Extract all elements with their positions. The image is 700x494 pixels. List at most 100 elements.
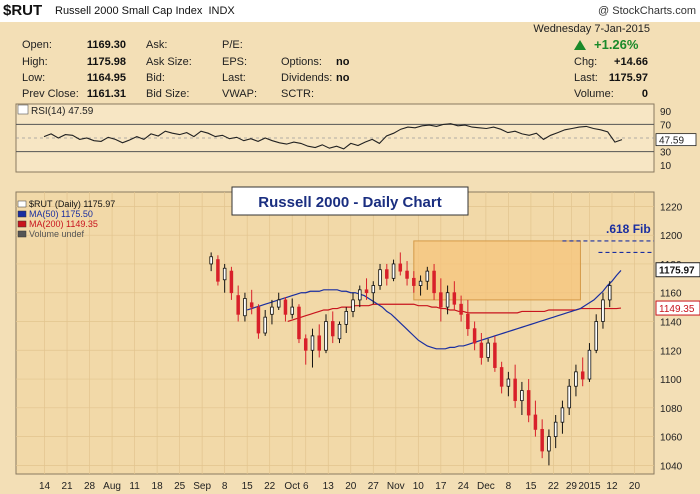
last-label: Last: [574,72,598,84]
exchange-label: INDX [208,5,235,17]
index-title: Russell 2000 Small Cap Index [55,5,203,17]
x-tick-label: 8 [222,481,228,492]
price-label-box [655,300,700,316]
dividends-label: Dividends: [281,72,333,84]
fib-label: .618 Fib [606,222,651,236]
last-label-mid: Last: [222,72,246,84]
x-tick-label: Dec [477,481,495,492]
x-tick-label: Sep [193,481,211,492]
candle-body [526,390,531,416]
candle-body [385,269,389,279]
high-label: High: [22,56,48,68]
options-value: no [336,56,350,68]
candle-body [398,263,403,272]
bid-label: Bid: [146,72,165,84]
price-tick-label: 1100 [660,375,682,386]
candle-body [391,263,396,279]
price-tick-label: 1060 [660,433,683,444]
x-tick-label: 22 [548,481,560,492]
candle-body [344,311,349,325]
price-label: 1149.35 [659,304,695,315]
legend-swatch [17,200,27,208]
candle-body [290,306,294,315]
legend-swatch [17,220,27,228]
candle-body [358,289,362,301]
source-label[interactable]: @ StockCharts.com [598,5,696,17]
candle-body [472,328,477,344]
x-tick-label: 14 [39,481,51,492]
rsi-tick-label: 30 [660,148,672,159]
price-label: 1175.97 [659,266,695,277]
x-tick-label: 20 [629,481,641,492]
legend-swatch [17,230,27,238]
candle-body [256,306,261,334]
x-tick-label: Nov [387,481,405,492]
legend-entry: Volume undef [29,229,85,239]
chart-header: $RUT Russell 2000 Small Cap Index INDX @… [0,0,700,22]
candle-body [263,316,267,334]
ask-size-label: Ask Size: [146,56,192,68]
rsi-legend-label: RSI(14) 47.59 [31,106,94,117]
open-value: 1169.30 [86,39,126,51]
legend-entry: $RUT (Daily) 1175.97 [29,199,115,209]
candle-body [560,407,565,423]
volume-value: 0 [641,88,648,100]
options-label: Options: [281,56,322,68]
sctr-label: SCTR: [281,88,314,100]
symbol-label: $RUT [3,2,43,19]
price-tick-label: 1220 [660,202,683,213]
candle-body [297,306,301,340]
price-tick-label: 1140 [660,317,682,328]
eps-label: EPS: [222,56,248,68]
low-label: Low: [22,72,46,84]
candle-body [216,259,220,282]
chg-value: +14.66 [614,56,648,68]
ask-label: Ask: [146,39,168,51]
x-tick-label: 22 [264,481,276,492]
candle-body [405,270,409,279]
candle-body [330,321,335,337]
x-tick-label: 18 [152,481,164,492]
candle-body [364,289,369,294]
candle-body [310,335,315,351]
candle-body [567,385,571,409]
price-tick-label: 1200 [660,231,683,242]
x-tick-label: 13 [323,481,335,492]
x-tick-label: Oct [284,481,300,492]
candle-body [337,323,342,340]
rsi-legend-swatch [17,104,29,115]
x-tick-label: 27 [368,481,380,492]
x-tick-label: 12 [606,481,618,492]
chart-title: Russell 2000 - Daily Chart [258,194,441,211]
candle-body [229,270,234,294]
x-tick-label: 15 [525,481,537,492]
candle-body [351,299,355,312]
x-tick-label: 25 [174,481,186,492]
rsi-tick-label: 90 [660,107,672,118]
price-tick-label: 1120 [660,346,682,357]
rsi-frame [15,103,655,173]
x-tick-label: 10 [413,481,425,492]
price-tick-label: 1080 [660,404,683,415]
rsi-value-box [655,133,697,147]
candle-body [222,267,227,281]
candle-body [425,270,430,282]
candle-body [466,313,470,330]
candle-body [574,371,578,387]
pe-label: P/E: [222,39,243,51]
candle-body [499,367,504,387]
x-tick-label: 21 [61,481,73,492]
candle-body [479,342,484,358]
index-name: Russell 2000 Small Cap Index INDX [55,5,235,17]
dividends-value: no [336,72,350,84]
candle-body [533,414,538,430]
candle-body [506,378,511,387]
legend-entry: MA(50) 1175.50 [29,209,93,219]
candle-body [303,338,308,351]
candle-body [493,342,497,368]
candle-body [432,270,436,294]
rsi-tick-label: 10 [660,161,672,172]
